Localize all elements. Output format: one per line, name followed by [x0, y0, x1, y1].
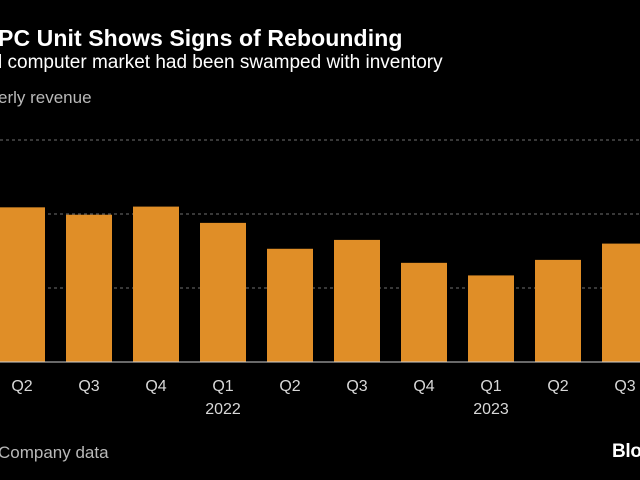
bar-q4-6: [401, 262, 447, 362]
bar-q1-7: [468, 275, 514, 362]
bars: [0, 206, 640, 362]
x-tick-label: Q1: [480, 378, 501, 395]
bar-q2-8: [535, 259, 581, 362]
y-axis-unit-label: erly revenue: [0, 88, 92, 107]
bar-q3-1: [66, 214, 112, 362]
bar-q2-4: [267, 248, 313, 362]
source-note: Company data: [0, 443, 109, 462]
x-tick-label: Q1: [212, 378, 233, 395]
x-tick-label: Q2: [547, 378, 568, 395]
x-tick-label: Q3: [78, 378, 99, 395]
bar-q4-2: [133, 206, 179, 362]
x-tick-label: Q3: [346, 378, 367, 395]
x-tick-label: Q2: [11, 378, 32, 395]
x-year-label: 2022: [205, 401, 241, 418]
chart-subtitle: l computer market had been swamped with …: [0, 52, 443, 73]
bar-q2-0: [0, 207, 45, 362]
x-tick-label: Q3: [614, 378, 635, 395]
bar-q3-5: [334, 239, 380, 362]
chart-title: PC Unit Shows Signs of Rebounding: [0, 25, 403, 51]
x-tick-label: Q4: [413, 378, 434, 395]
x-tick-label: Q2: [279, 378, 300, 395]
bar-q3-9: [602, 243, 640, 362]
x-tick-label: Q4: [145, 378, 166, 395]
grid-lines: [0, 139, 640, 289]
x-year-label: 2023: [473, 401, 509, 418]
x-axis-labels: Q2 Q3 Q4 Q1 Q2 Q3 Q4 Q1 Q2 Q3 2022 2023: [11, 378, 635, 418]
brand-logo: Bloo: [612, 441, 640, 462]
bar-q1-3: [200, 222, 246, 362]
